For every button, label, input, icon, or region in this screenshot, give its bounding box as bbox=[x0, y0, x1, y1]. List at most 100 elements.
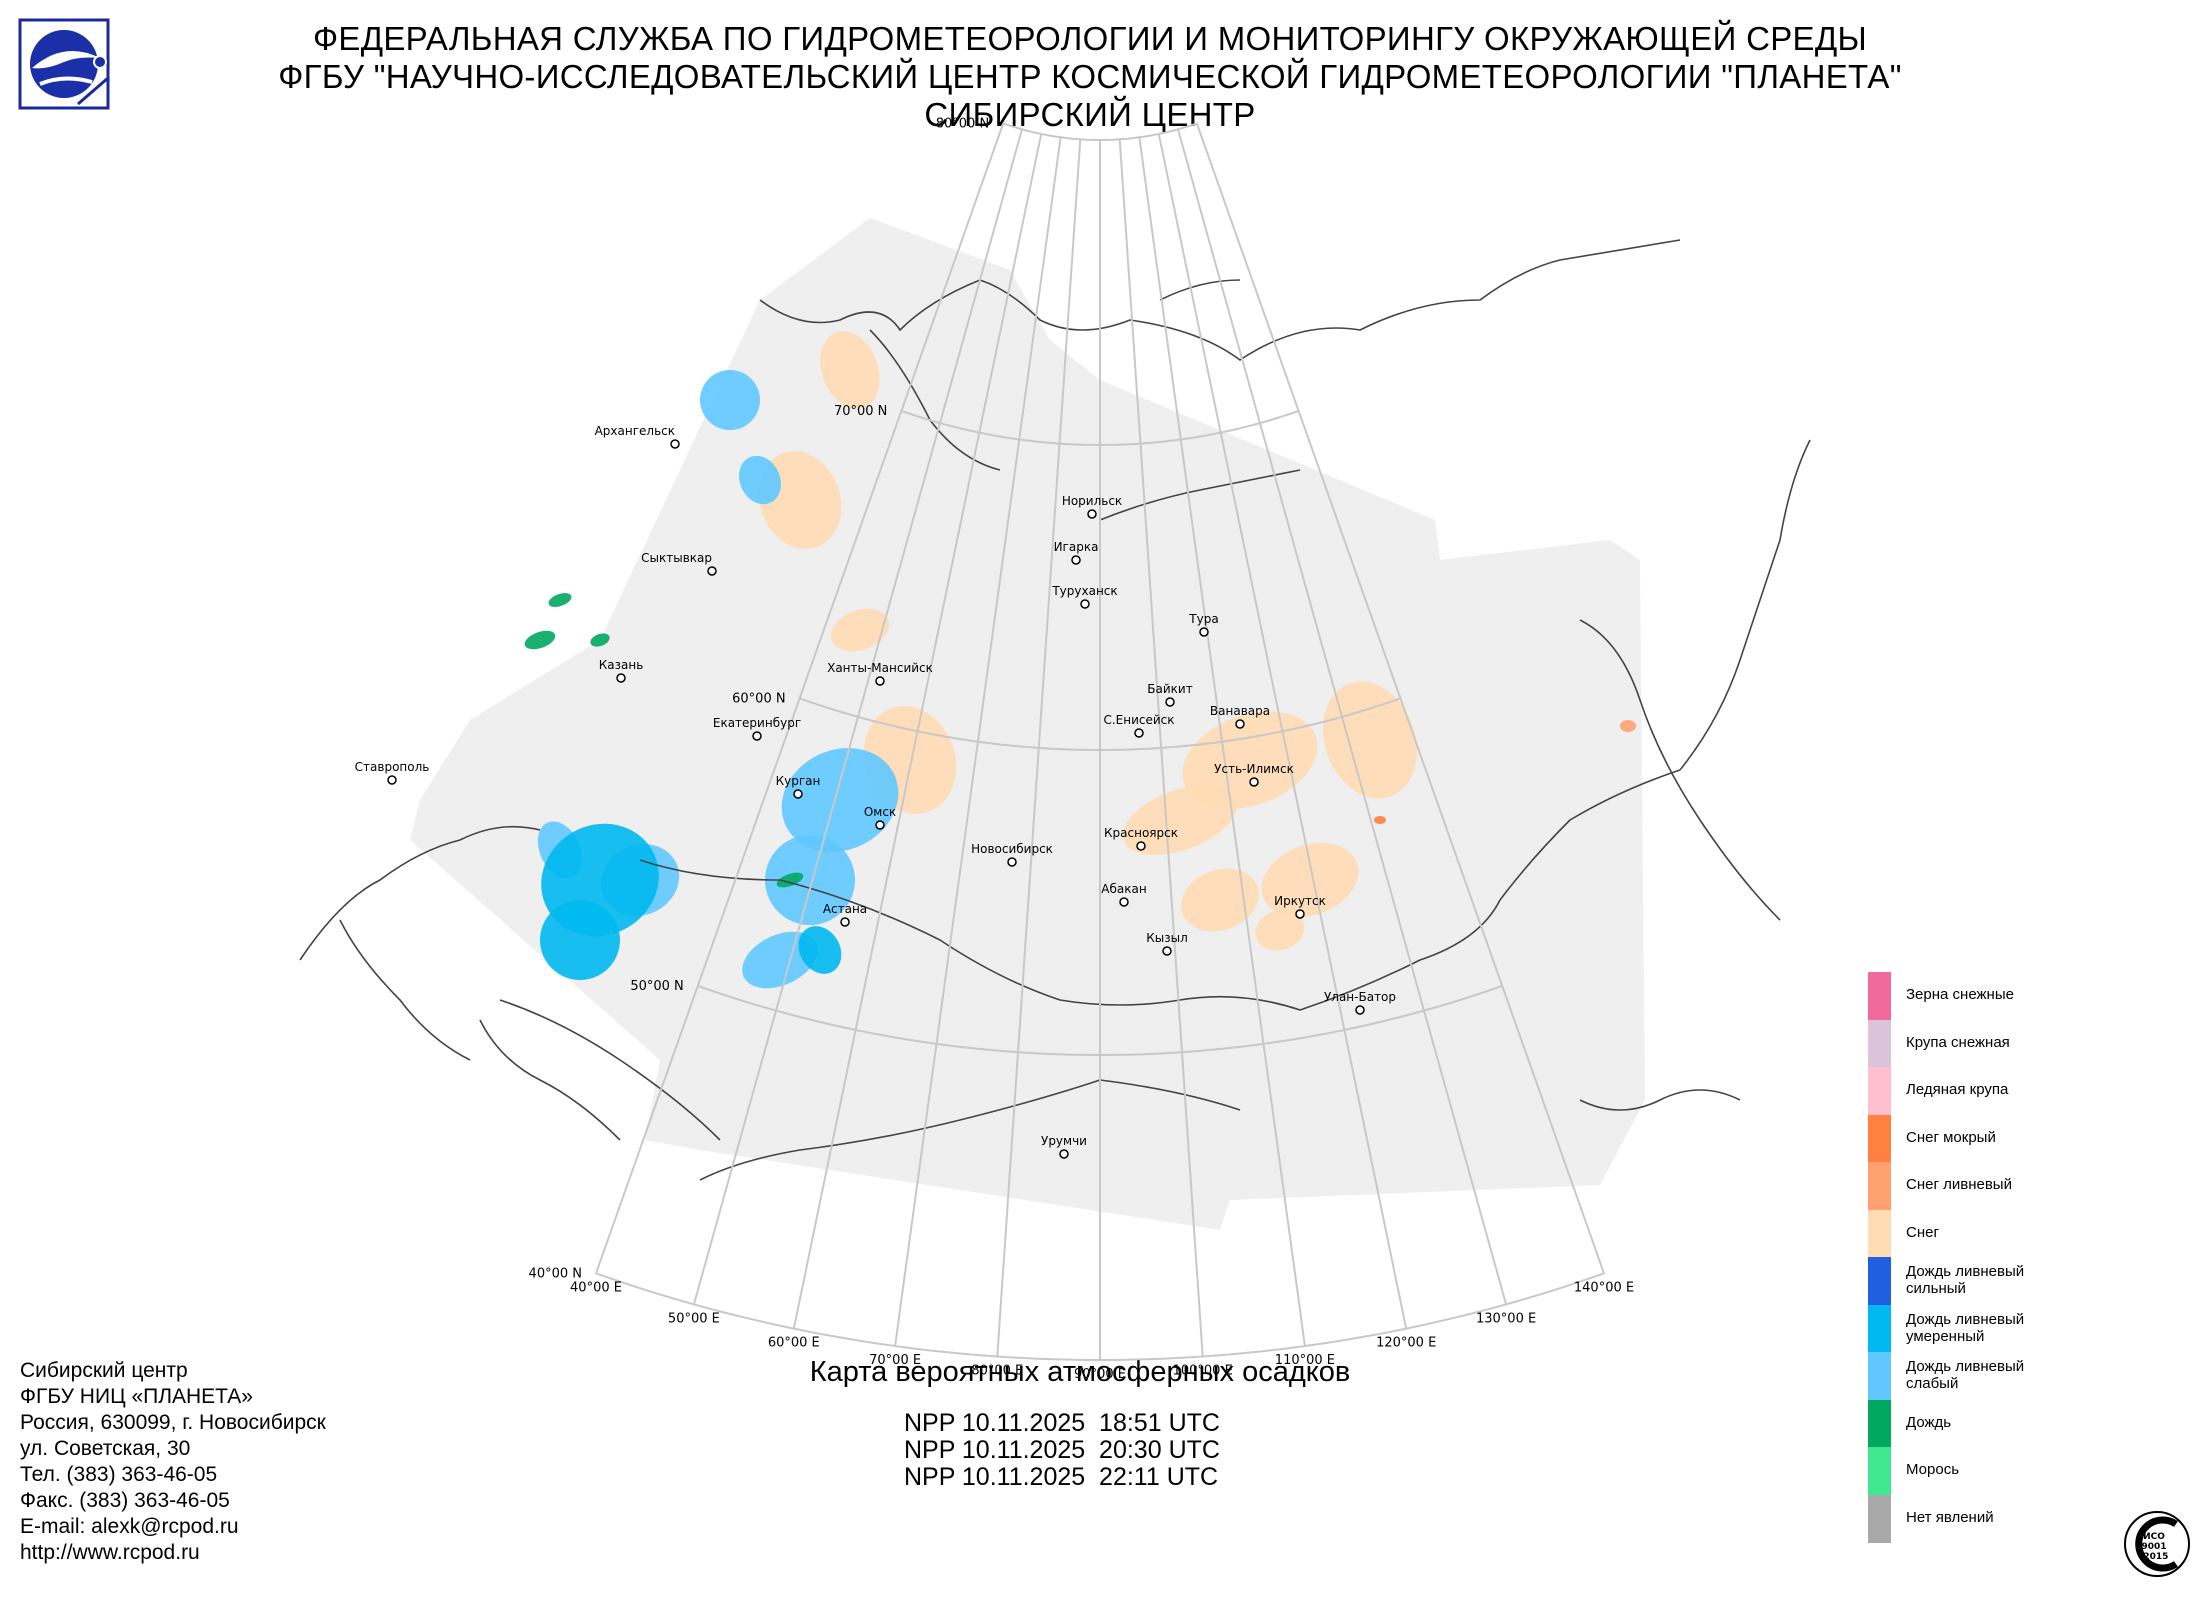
legend-swatch bbox=[1868, 1304, 1891, 1353]
parallel-line bbox=[595, 1272, 1605, 1362]
coastline-path bbox=[479, 1019, 621, 1141]
legend-label: Ледяная крупа bbox=[1906, 1081, 2009, 1098]
satellite-swath bbox=[410, 218, 1645, 1230]
header-line-3: СИБИРСКИЙ ЦЕНТР bbox=[924, 96, 1256, 133]
city-label: Иркутск bbox=[1274, 894, 1326, 908]
contact-line: Россия, 630099, г. Новосибирск bbox=[20, 1411, 326, 1434]
city-label: Красноярск bbox=[1104, 826, 1178, 840]
city-marker bbox=[670, 439, 680, 449]
contact-line[interactable]: E-mail: alexk@rcpod.ru bbox=[20, 1515, 239, 1538]
city-label: С.Енисейск bbox=[1103, 713, 1174, 727]
city-label: Урумчи bbox=[1041, 1134, 1087, 1148]
city-label: Норильск bbox=[1062, 494, 1122, 508]
lon-label: 130°00 E bbox=[1476, 1311, 1536, 1326]
legend-swatch bbox=[1868, 1257, 1891, 1305]
map-title: Карта вероятных атмосферных осадков bbox=[809, 1356, 1351, 1388]
precip-patch bbox=[1322, 681, 1418, 799]
lat-label: 70°00 N bbox=[834, 404, 887, 419]
coastline-path bbox=[499, 999, 721, 1141]
legend-swatch bbox=[1868, 1447, 1891, 1495]
city-label: Ванавара bbox=[1210, 704, 1270, 718]
contact-line: Сибирский центр bbox=[20, 1359, 188, 1382]
city-label: Ставрополь bbox=[355, 760, 430, 774]
legend-swatch bbox=[1868, 1399, 1891, 1448]
planeta-logo bbox=[18, 18, 110, 110]
contact-line: ул. Советская, 30 bbox=[20, 1437, 191, 1460]
city-label: Новосибирск bbox=[971, 842, 1053, 856]
city-label: Казань bbox=[599, 658, 644, 672]
pass-time: NPP 10.11.2025 22:11 UTC bbox=[904, 1463, 1219, 1491]
city-label: Курган bbox=[776, 774, 821, 788]
legend-swatch bbox=[1868, 1114, 1891, 1163]
precip-patch bbox=[765, 835, 855, 925]
coastline-path bbox=[1579, 1089, 1741, 1111]
city-marker bbox=[1136, 841, 1146, 851]
legend-swatch bbox=[1868, 1067, 1891, 1115]
city-label: Тура bbox=[1188, 612, 1218, 626]
legend-swatch bbox=[1868, 1494, 1891, 1543]
city-marker bbox=[1087, 509, 1097, 519]
coastline-path bbox=[339, 919, 471, 1061]
city-marker bbox=[1007, 857, 1017, 867]
city-marker bbox=[1165, 697, 1175, 707]
lon-label: 100°00 E bbox=[1173, 1364, 1233, 1379]
city-marker bbox=[1235, 719, 1245, 729]
parallel-line bbox=[901, 409, 1299, 447]
city-label: Туруханск bbox=[1051, 584, 1117, 598]
header: ФЕДЕРАЛЬНАЯ СЛУЖБА ПО ГИДРОМЕТЕОРОЛОГИИ … bbox=[150, 20, 2030, 134]
city-marker bbox=[1080, 599, 1090, 609]
header-line-2: ФГБУ "НАУЧНО-ИССЛЕДОВАТЕЛЬСКИЙ ЦЕНТР КОС… bbox=[278, 58, 1902, 95]
precip-patch bbox=[798, 926, 842, 974]
city-label: Ханты-Мансийск bbox=[827, 661, 933, 675]
city-marker bbox=[1071, 555, 1081, 565]
coastline-path bbox=[1159, 279, 1241, 301]
legend-label: Дождь ливневый умеренный bbox=[1906, 1310, 2025, 1345]
city-label: Кызыл bbox=[1146, 931, 1188, 945]
legend-item: Снег ливневый bbox=[1868, 1162, 2168, 1210]
swath-coverage bbox=[410, 218, 1645, 1230]
lon-label: 70°00 E bbox=[869, 1353, 921, 1368]
iso-line-3: -2015 bbox=[2140, 1552, 2169, 1562]
coastline-path bbox=[1099, 469, 1301, 521]
precipitation-layer bbox=[524, 331, 1636, 989]
legend-item: Крупа снежная bbox=[1868, 1019, 2168, 1068]
city-marker bbox=[752, 731, 762, 741]
city-marker bbox=[1199, 627, 1209, 637]
city-label: Архангельск bbox=[595, 424, 675, 438]
precip-patch bbox=[524, 630, 556, 650]
legend-label: Снег мокрый bbox=[1906, 1128, 1996, 1146]
parallel-line bbox=[799, 697, 1401, 752]
lon-label: 90°00 E bbox=[1074, 1367, 1126, 1382]
city-marker bbox=[1119, 897, 1129, 907]
legend-item: Морось bbox=[1868, 1447, 2168, 1495]
cities: Архангельск Сыктывкар Казань Екатеринбург Ст… bbox=[355, 424, 1396, 1159]
precip-patch bbox=[739, 455, 781, 505]
lon-label: 120°00 E bbox=[1376, 1336, 1436, 1351]
legend-item: Зерна снежные bbox=[1868, 972, 2168, 1020]
coastline-path bbox=[299, 825, 541, 961]
coastline-path bbox=[699, 1079, 1241, 1181]
iso-line-1: ИСО bbox=[2143, 1532, 2165, 1542]
precip-patch bbox=[590, 633, 610, 647]
lon-label: 110°00 E bbox=[1275, 1353, 1335, 1368]
contact-line[interactable]: http://www.rcpod.ru bbox=[20, 1541, 200, 1564]
city-label: Астана bbox=[823, 902, 867, 916]
legend-label: Дождь ливневый слабый bbox=[1906, 1358, 2025, 1392]
coastline-path bbox=[1679, 439, 1811, 771]
legend-label: Снег ливневый bbox=[1906, 1176, 2012, 1193]
contact-line: ФГБУ НИЦ «ПЛАНЕТА» bbox=[20, 1385, 253, 1408]
city-label: Сыктывкар bbox=[641, 551, 712, 565]
legend-item: Нет явлений bbox=[1868, 1494, 2168, 1543]
legend-label: Дождь bbox=[1906, 1413, 1952, 1431]
precip-patch bbox=[820, 331, 880, 409]
precip-patch bbox=[1374, 816, 1386, 824]
city-marker bbox=[1134, 728, 1144, 738]
city-marker bbox=[875, 676, 885, 686]
legend-swatch bbox=[1868, 972, 1891, 1020]
precip-patch bbox=[1255, 909, 1305, 951]
city-marker bbox=[1059, 1149, 1069, 1159]
legend-label: Нет явлений bbox=[1906, 1508, 1994, 1526]
legend-swatch bbox=[1868, 1162, 1891, 1210]
legend-label: Морось bbox=[1906, 1461, 1960, 1478]
city-label: Усть-Илимск bbox=[1214, 762, 1294, 776]
